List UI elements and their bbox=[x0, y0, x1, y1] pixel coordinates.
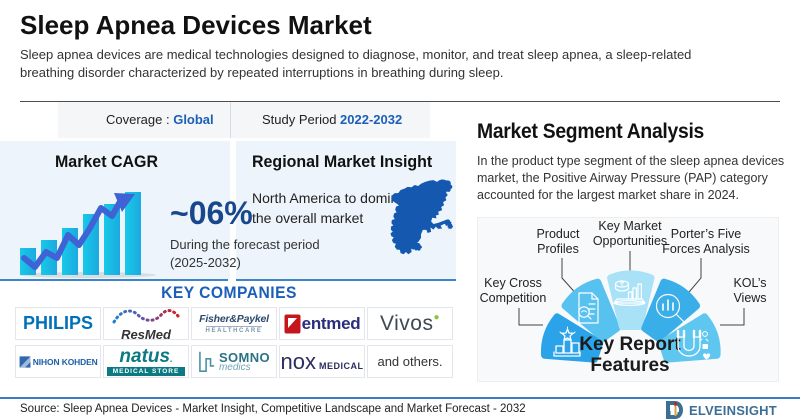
svg-text:Features: Features bbox=[590, 355, 669, 376]
svg-text:Key Report: Key Report bbox=[579, 334, 681, 355]
svg-text:KOL’s: KOL’s bbox=[733, 276, 766, 290]
svg-text:Opportunities: Opportunities bbox=[593, 234, 667, 248]
svg-text:Porter’s Five: Porter’s Five bbox=[671, 227, 741, 241]
svg-text:Profiles: Profiles bbox=[537, 242, 579, 256]
svg-text:Key Market: Key Market bbox=[598, 219, 662, 233]
svg-text:Competition: Competition bbox=[480, 291, 547, 305]
svg-text:Forces Analysis: Forces Analysis bbox=[662, 242, 750, 256]
svg-text:Key Cross: Key Cross bbox=[484, 276, 542, 290]
svg-text:Product: Product bbox=[536, 227, 580, 241]
svg-text:Views: Views bbox=[733, 291, 766, 305]
